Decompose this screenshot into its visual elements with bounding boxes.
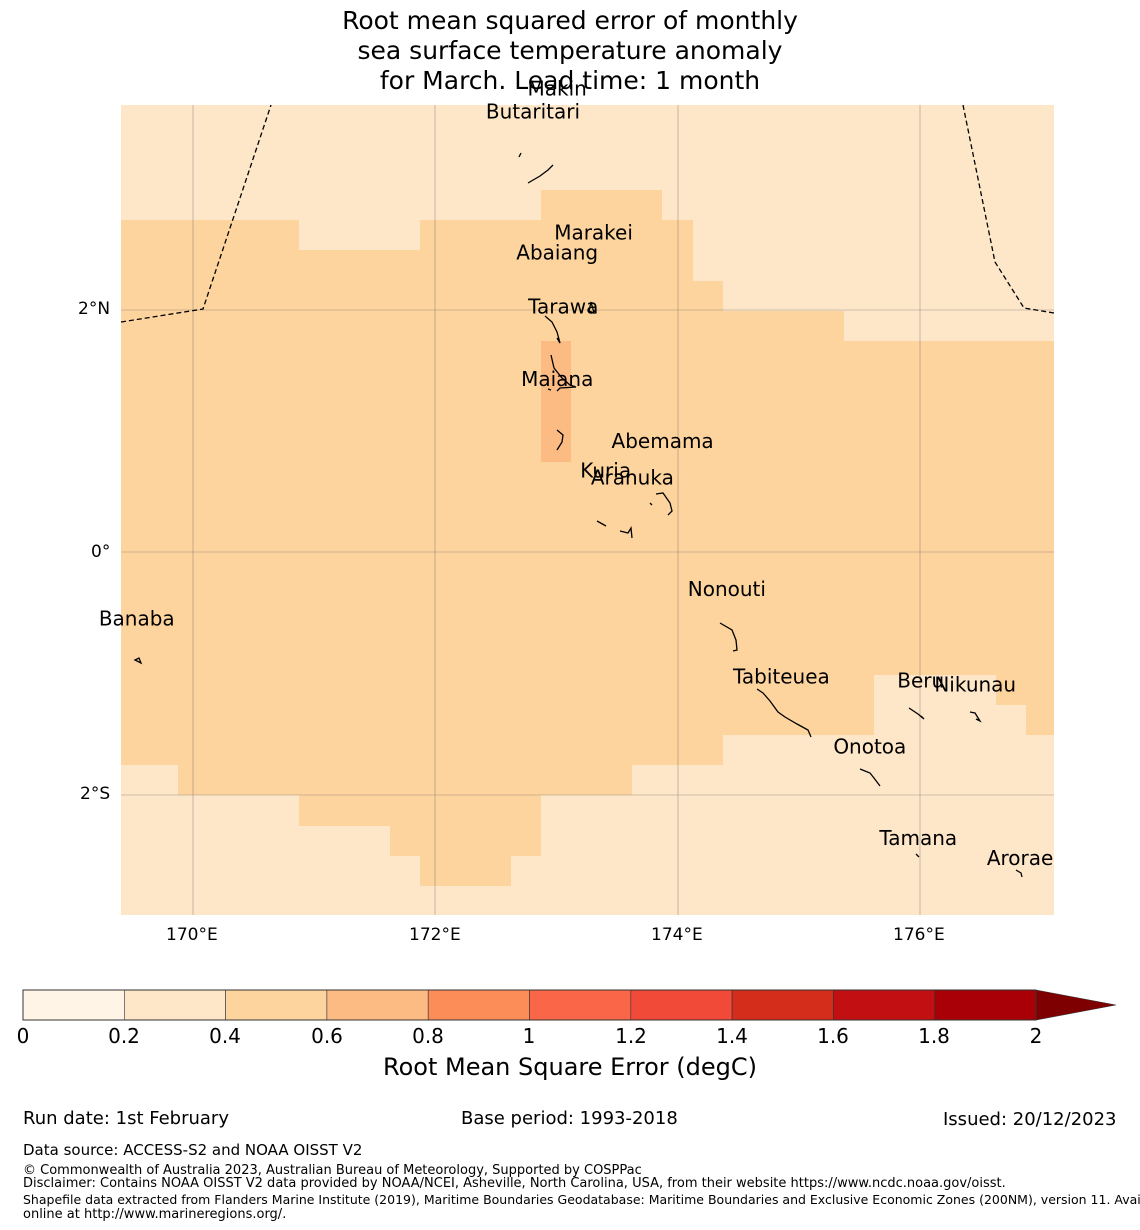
colorbar-segment-5 (529, 989, 632, 1021)
shapefile-credit-1: Shapefile data extracted from Flanders M… (23, 1192, 1140, 1207)
gridlines (121, 105, 1054, 915)
colorbar-segment-6 (630, 989, 733, 1021)
colorbar-label: Root Mean Square Error (degC) (383, 1053, 757, 1081)
copyright: © Commonwealth of Australia 2023, Austra… (23, 1163, 642, 1178)
issued-date: Issued: 20/12/2023 (943, 1109, 1117, 1130)
island-label-kuria: Kuria (580, 459, 631, 483)
cbar-tick-1.4: 1.4 (716, 1024, 748, 1048)
island-label-banaba: Banaba (99, 607, 175, 631)
lon-tick-172: 172°E (409, 925, 461, 945)
eez-boundary-west (120, 104, 272, 323)
lat-tick-0: 0° (91, 542, 111, 562)
cbar-tick-2: 2 (1029, 1024, 1043, 1048)
island-label-makin: Makin (528, 77, 587, 101)
island-label-aranuka: Aranuka (591, 465, 674, 489)
cbar-tick-1.6: 1.6 (817, 1024, 849, 1048)
island-label-tarawa: Tarawa (527, 295, 598, 319)
colorbar-extend-arrow (1035, 989, 1117, 1021)
run-date: Run date: 1st February (23, 1108, 229, 1129)
island-label-beru: Beru (897, 669, 944, 693)
island-label-abemama: Abemama (612, 429, 714, 453)
chart-title: Root mean squared error of monthly sea s… (0, 6, 1140, 96)
title-line-3: for March. Lead time: 1 month (379, 66, 761, 95)
cbar-tick-0.6: 0.6 (311, 1024, 343, 1048)
colorbar-segment-4 (427, 989, 530, 1021)
colorbar-segment-1 (124, 989, 226, 1021)
island-label-arorae: Arorae (987, 846, 1053, 870)
rmse-region-0.6-0.8 (541, 341, 571, 462)
lat-tick-2n: 2°N (78, 299, 111, 319)
colorbar-segment-8 (833, 989, 936, 1021)
lon-tick-176: 176°E (893, 925, 945, 945)
colorbar-segment-3 (326, 989, 429, 1021)
island-label-tabiteuea: Tabiteuea (732, 665, 830, 689)
cbar-tick-1.2: 1.2 (615, 1024, 647, 1048)
cbar-tick-1: 1 (522, 1024, 536, 1048)
lon-tick-174: 174°E (651, 925, 703, 945)
title-line-2: sea surface temperature anomaly (357, 36, 783, 65)
island-label-butaritari: Butaritari (486, 99, 580, 123)
island-label-nonouti: Nonouti (688, 577, 766, 601)
colorbar-segment-7 (731, 989, 834, 1021)
island-label-marakei: Marakei (554, 221, 633, 245)
base-period: Base period: 1993-2018 (461, 1108, 678, 1129)
colorbar-segment-0 (22, 989, 125, 1021)
cbar-tick-0.2: 0.2 (108, 1024, 140, 1048)
cbar-tick-0: 0 (16, 1024, 30, 1048)
colorbar-segment-2 (225, 989, 328, 1021)
colorbar (22, 989, 1117, 1021)
data-source: Data source: ACCESS-S2 and NOAA OISST V2 (23, 1141, 363, 1159)
lat-tick-2s: 2°S (80, 784, 111, 804)
cbar-tick-0.8: 0.8 (412, 1024, 444, 1048)
rmse-region-0.4-0.6 (121, 190, 1054, 886)
cbar-tick-1.8: 1.8 (918, 1024, 950, 1048)
island-coastlines (133, 152, 1023, 878)
colorbar-segment-9 (934, 989, 1037, 1021)
shapefile-credit-2: online at http://www.marineregions.org/. (23, 1207, 287, 1222)
island-label-abaiang: Abaiang (516, 241, 598, 265)
island-label-onotoa: Onotoa (833, 735, 906, 759)
cbar-tick-0.4: 0.4 (209, 1024, 241, 1048)
island-label-nikunau: Nikunau (934, 673, 1016, 697)
map-area (120, 104, 1055, 915)
island-label-maiana: Maiana (521, 367, 593, 391)
island-label-tamana: Tamana (878, 826, 957, 850)
colorbar-frame (22, 989, 1037, 1021)
title-line-1: Root mean squared error of monthly (342, 6, 798, 35)
disclaimer: Disclaimer: Contains NOAA OISST V2 data … (23, 1176, 1006, 1191)
eez-boundary-east (962, 104, 1055, 314)
lon-tick-170: 170°E (166, 925, 218, 945)
